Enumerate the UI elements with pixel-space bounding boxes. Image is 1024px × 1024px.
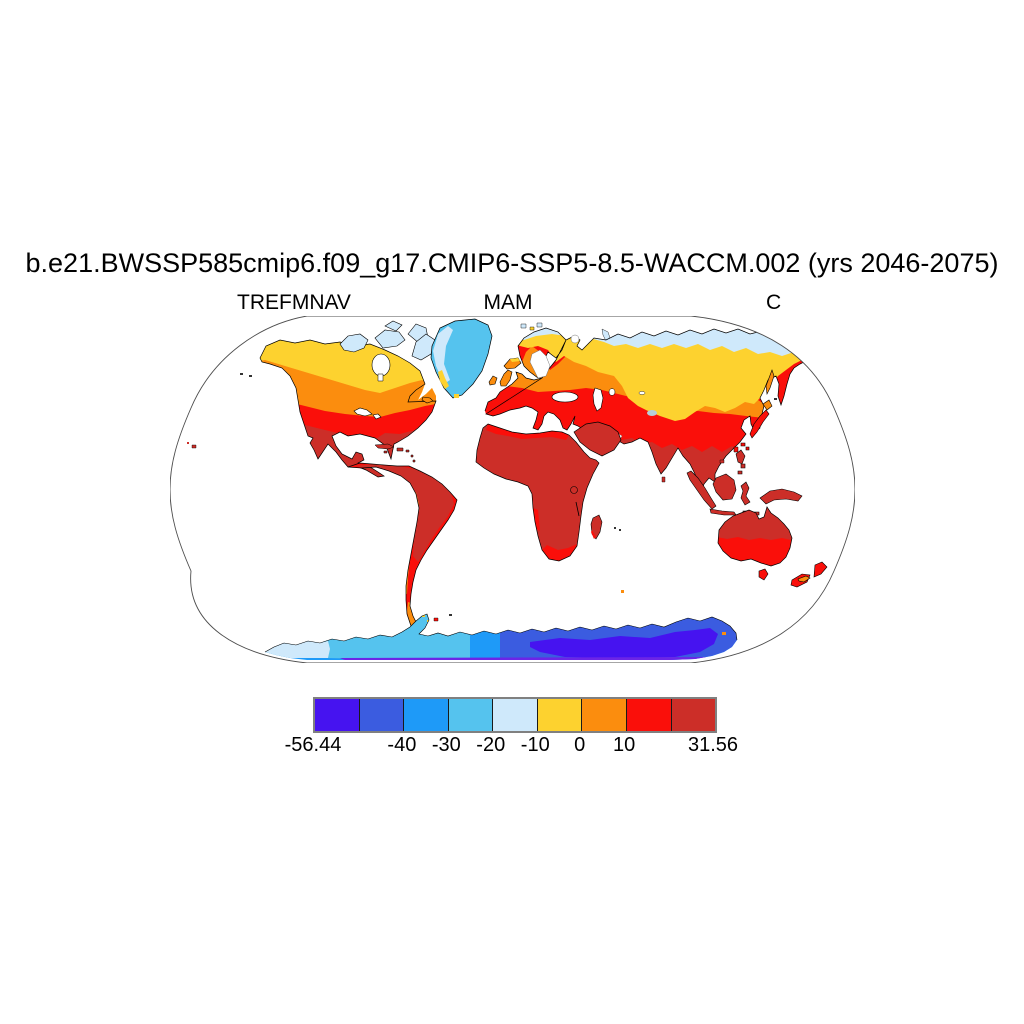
southeast-asia-islands <box>687 450 802 515</box>
hainan <box>720 460 724 463</box>
colorbar-cell <box>536 699 582 731</box>
caribbean-islands <box>375 444 415 462</box>
madagascar <box>591 515 602 539</box>
colorbar-cell <box>447 699 493 731</box>
units-label: C <box>766 291 782 314</box>
season-label: MAM <box>483 291 533 314</box>
colorbar-cell <box>492 699 537 731</box>
antarctica-coastline <box>265 614 737 652</box>
world-map <box>170 316 855 663</box>
africa-coastline <box>476 424 599 561</box>
colorbar-tick-label: -56.44 <box>284 734 342 756</box>
rift-lakes <box>576 502 579 516</box>
hawaii <box>187 442 196 448</box>
antarctica <box>260 611 745 660</box>
great-lakes <box>354 408 381 419</box>
colorbar-tick-label: -40 <box>387 734 417 756</box>
tasmania <box>759 569 768 580</box>
colorbar-tick-label: 31.56 <box>687 734 739 756</box>
james-bay <box>378 374 383 381</box>
sa-coastline <box>348 463 457 632</box>
map-content <box>187 316 827 660</box>
colorbar-tick-label: -10 <box>520 734 550 756</box>
colorbar-cell <box>403 699 448 731</box>
taiwan <box>734 447 738 452</box>
map-border <box>170 316 855 663</box>
arabian-peninsula <box>574 422 621 456</box>
greenland <box>431 319 492 398</box>
falkland-islands <box>434 618 438 621</box>
colorbar <box>313 697 717 733</box>
new-zealand <box>791 562 827 587</box>
colorbar-cell <box>625 699 671 731</box>
newfoundland <box>422 397 433 403</box>
australia-coastline <box>718 507 792 566</box>
great-britain <box>500 370 512 386</box>
white-sea <box>571 335 579 343</box>
ocean-islets <box>240 373 777 616</box>
colorbar-cell <box>670 699 716 731</box>
colorbar-cell <box>581 699 626 731</box>
colorbar-tick-label: 10 <box>612 734 636 756</box>
canadian-arctic-islands <box>340 321 435 360</box>
colorbar-tick-label: -20 <box>476 734 506 756</box>
colorbar-ticks: -56.44 -40 -30 -20 -10 0 10 31.56 <box>285 734 738 760</box>
colorbar-cell <box>358 699 404 731</box>
svalbard <box>521 323 610 341</box>
ireland <box>489 376 497 385</box>
caspian-sea <box>593 388 603 411</box>
lake-balkhash <box>639 391 645 394</box>
na-coastline <box>260 340 436 477</box>
aral-sea <box>609 389 615 396</box>
lake-victoria <box>571 487 578 494</box>
japan <box>741 370 774 450</box>
south-america <box>340 456 470 641</box>
iceland <box>504 358 521 369</box>
colorbar-cell <box>315 699 359 731</box>
variable-label: TREFMNAV <box>237 291 351 314</box>
colorbar-tick-label: -30 <box>431 734 461 756</box>
black-sea <box>552 392 578 402</box>
baltic-sea <box>530 350 550 378</box>
plot-title: b.e21.BWSSP585cmip6.f09_g17.CMIP6-SSP5-8… <box>25 248 999 278</box>
sri-lanka <box>662 477 665 482</box>
colorbar-tick-label: 0 <box>574 734 586 756</box>
hudson-bay <box>372 354 390 376</box>
